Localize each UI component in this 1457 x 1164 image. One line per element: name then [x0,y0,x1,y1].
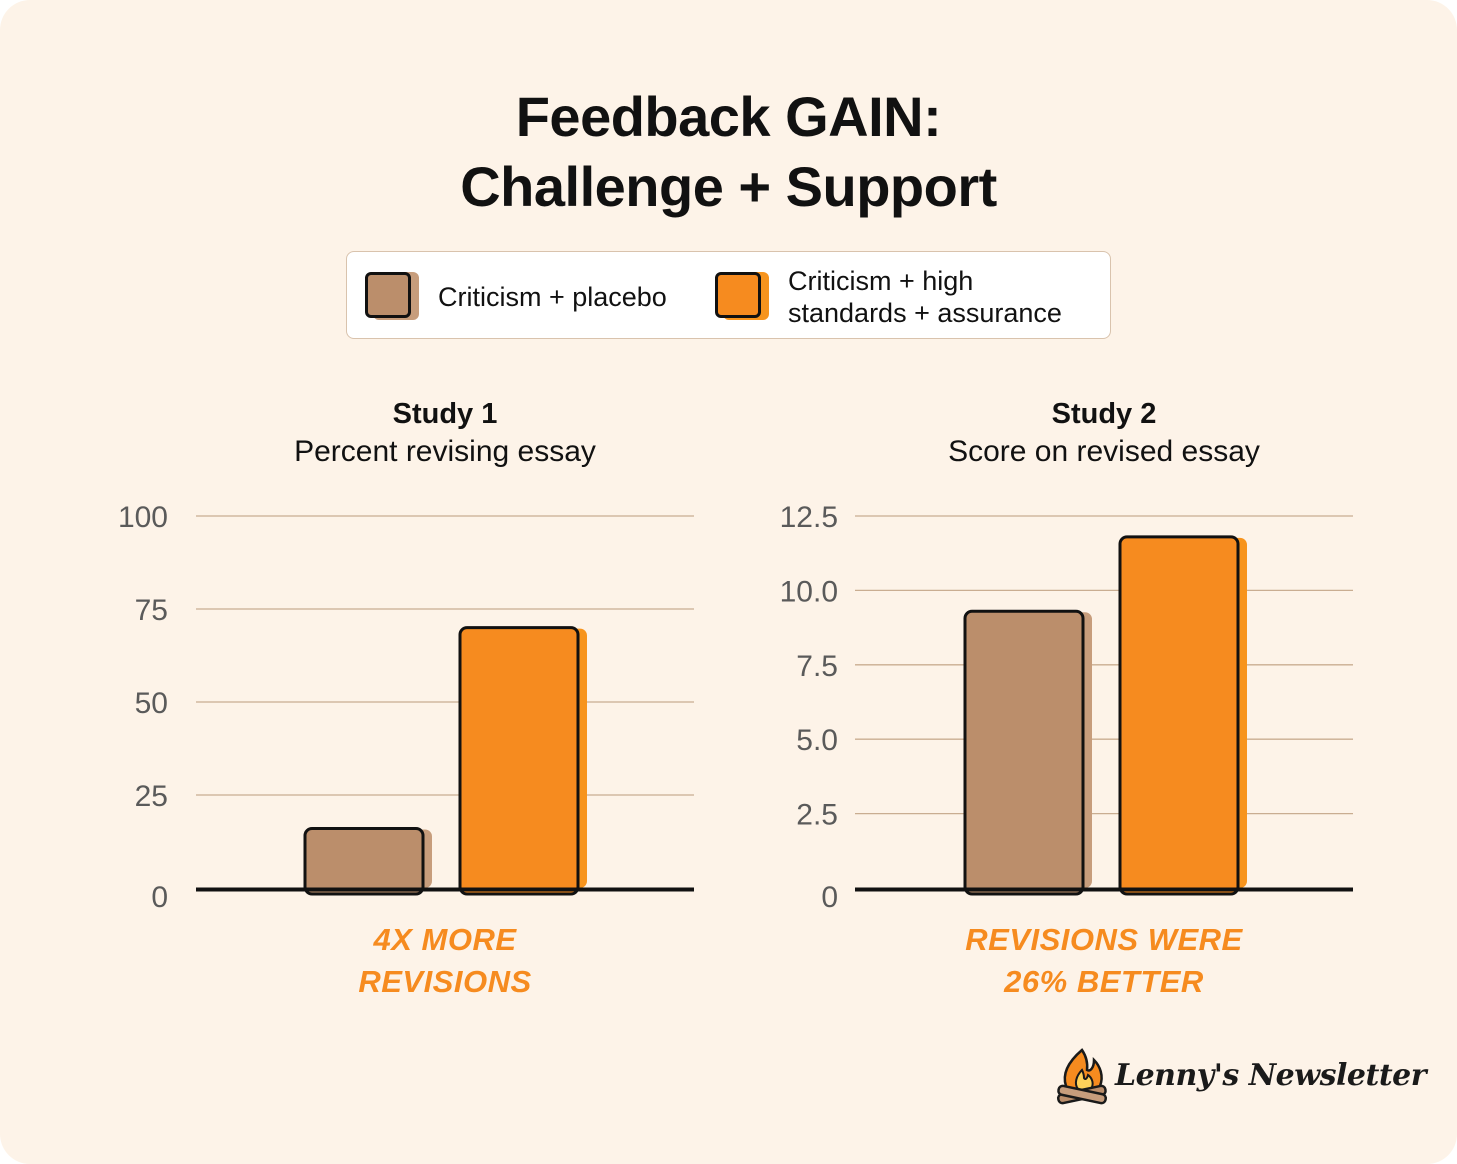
y-tick-label: 0 [821,881,838,914]
annotation-line-1: 4X MORE [372,922,517,957]
bar-assurance [458,626,580,896]
y-tick-label: 12.5 [780,501,838,534]
chart-subtitle-2: Score on revised essay [948,435,1260,468]
logo-text: Lenny's Newsletter [1115,1058,1427,1093]
chart-subtitle-1: Percent revising essay [294,435,596,468]
y-tick-label: 100 [118,501,168,534]
chart-title-2: Study 2 [1052,398,1157,430]
y-tick-label: 25 [135,780,168,813]
title-line-1: Feedback GAIN: [515,85,942,148]
bar-placebo [963,609,1085,896]
legend-label-assurance: Criticism + high standards + assurance [788,265,1062,329]
chart-title-1: Study 1 [393,398,498,430]
chart-panel-2: Study 2 Score on revised essay 0 2.5 5.0 7.5 1… [780,398,1353,999]
annotation-line-2: 26% BETTER [1003,964,1204,999]
y-tick-label: 10.0 [780,575,838,608]
page-title: Feedback GAIN: Challenge + Support [0,82,1457,222]
legend-label-assurance-line-1: Criticism + high [788,266,974,296]
bar-assurance [1118,535,1240,896]
annotation-line-1: REVISIONS WERE [965,922,1243,957]
y-tick-label: 75 [135,594,168,627]
legend-swatch-assurance [715,272,769,320]
y-tick-label: 5.0 [796,724,838,757]
legend-label-placebo: Criticism + placebo [438,282,667,312]
y-tick-label: 0 [151,881,168,914]
y-tick-label: 2.5 [796,799,838,832]
legend-swatch-placebo [365,272,419,320]
annotation-line-2: REVISIONS [358,964,531,999]
title-line-2: Challenge + Support [460,155,997,218]
legend: Criticism + placebo Criticism + high sta… [346,251,1111,339]
legend-label-assurance-line-2: standards + assurance [788,298,1062,328]
bar-placebo [303,826,425,896]
y-tick-label: 50 [135,687,168,720]
y-tick-label: 7.5 [796,650,838,683]
chart-panel-1: Study 1 Percent revising essay 0 25 50 75 100 4… [118,398,694,999]
